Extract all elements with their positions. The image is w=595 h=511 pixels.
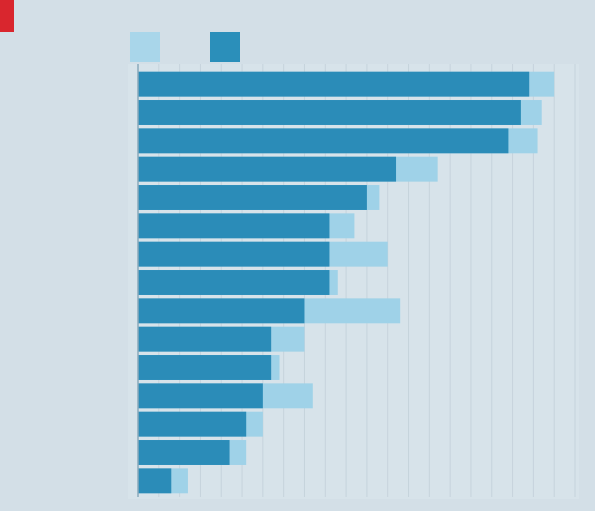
bar-series-2 [138, 383, 263, 409]
bar-series-2 [138, 128, 509, 154]
bar-series-2 [138, 326, 272, 352]
bar-series-2 [138, 468, 172, 494]
bar-series-2 [138, 355, 272, 380]
legend-swatch-series-1 [130, 32, 160, 62]
bar-series-2 [138, 241, 330, 267]
bar-series-2 [138, 156, 397, 182]
bar-series-2 [138, 411, 247, 437]
bar-series-2 [138, 298, 305, 324]
bar-series-2 [138, 185, 367, 210]
brand-logo-mark [0, 0, 14, 32]
bar-series-2 [138, 270, 330, 295]
legend-swatch-series-2 [210, 32, 240, 62]
bar-series-2 [138, 71, 530, 97]
bar-series-2 [138, 100, 521, 125]
bar-series-2 [138, 213, 330, 239]
bar-series-2 [138, 440, 230, 465]
